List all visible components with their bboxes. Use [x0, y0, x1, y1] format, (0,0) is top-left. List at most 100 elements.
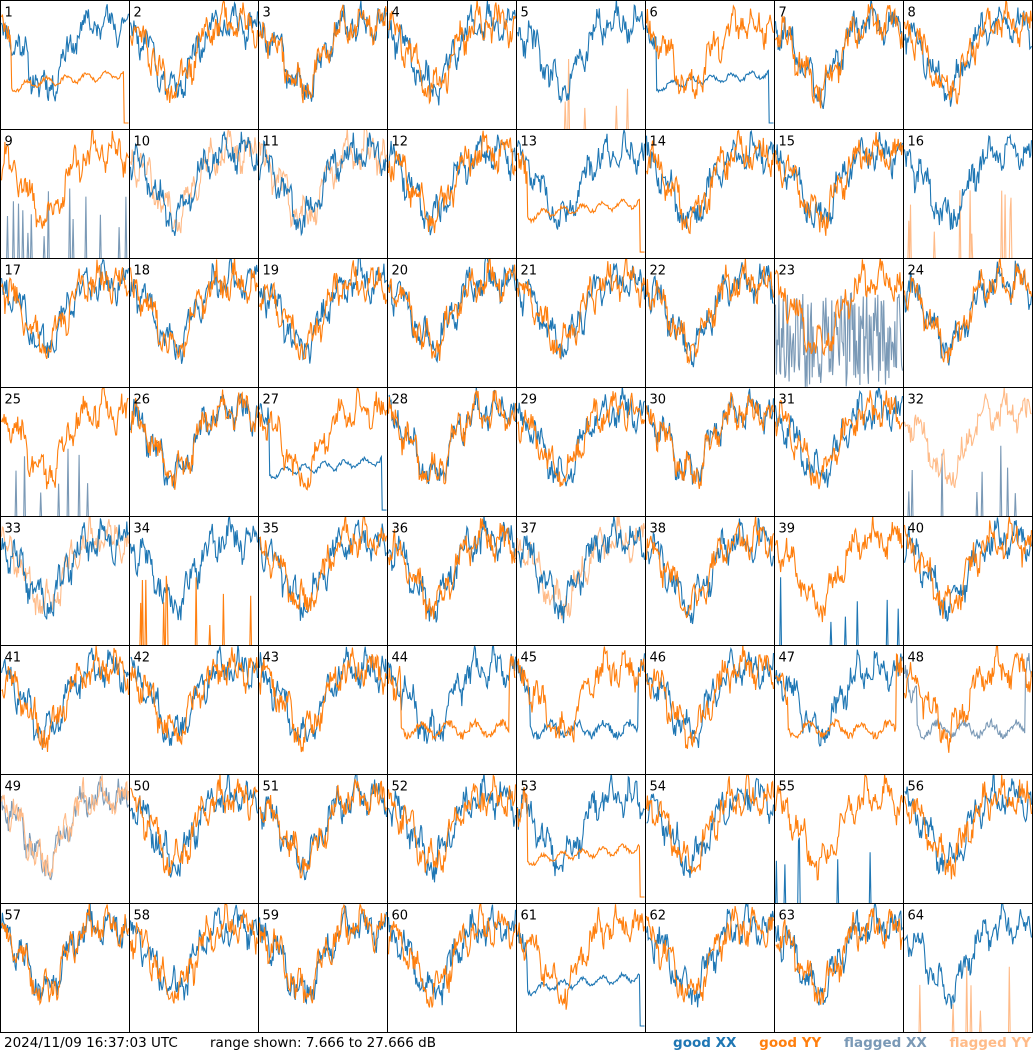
- panel-29-yy-line: [517, 391, 646, 487]
- panel-22-xx-line: [645, 262, 774, 368]
- panel-20: 20: [387, 258, 517, 388]
- panel-22-label: 22: [650, 264, 667, 279]
- panel-41-label: 41: [5, 651, 22, 666]
- panel-34-xx-line: [129, 516, 259, 621]
- panel-12: 12: [387, 129, 517, 259]
- panel-62-xx-line: [645, 903, 775, 1008]
- panel-53-yy-line: [516, 787, 645, 898]
- panel-59: 59: [258, 903, 388, 1033]
- panel-44-yy-line: [387, 655, 516, 741]
- panel-19-xx-line: [258, 258, 387, 364]
- panel-27-xx-line: [258, 402, 387, 511]
- panel-9-yy-line: [0, 129, 130, 229]
- panel-40-xx-line: [903, 517, 1033, 622]
- panel-38: 38: [645, 516, 775, 646]
- panel-9-label: 9: [5, 135, 13, 150]
- panel-57: 57: [0, 903, 130, 1033]
- panel-51-yy-line: [258, 779, 388, 879]
- panel-36-yy-line: [387, 518, 517, 620]
- panel-45-xx-line: [516, 653, 646, 741]
- panel-31-label: 31: [779, 393, 796, 408]
- panel-1: 1: [0, 0, 130, 130]
- panel-31: 31: [774, 387, 904, 517]
- panel-50-label: 50: [134, 780, 151, 795]
- legend-good-yy: good YY: [759, 1035, 822, 1051]
- panel-18-label: 18: [134, 264, 151, 279]
- panel-44-xx-line: [387, 645, 517, 744]
- panel-49-label: 49: [5, 780, 22, 795]
- panel-17-yy-line: [0, 259, 130, 360]
- panel-38-yy-line: [645, 516, 775, 619]
- panel-21-label: 21: [521, 264, 538, 279]
- panel-60: 60: [387, 903, 517, 1033]
- panel-2-xx-line: [129, 1, 259, 98]
- panel-43-label: 43: [263, 651, 280, 666]
- panel-8-yy-line: [903, 0, 1033, 105]
- panel-10-xx-line: [129, 131, 259, 236]
- panel-42-yy-line: [129, 647, 259, 746]
- panel-54-yy-line: [645, 774, 775, 875]
- panel-3-yy-line: [258, 4, 388, 104]
- panel-40-label: 40: [908, 522, 925, 537]
- panel-29: 29: [516, 387, 646, 517]
- panel-63: 63: [774, 903, 904, 1033]
- panel-32-xx-line: [907, 445, 1017, 517]
- panel-42-xx-line: [130, 645, 259, 746]
- panel-15-yy-line: [774, 132, 904, 236]
- panel-5: 5: [516, 0, 646, 130]
- panel-4-xx-line: [387, 0, 517, 106]
- panel-61-yy-line: [516, 904, 646, 1010]
- panel-35-yy-line: [259, 516, 388, 613]
- panel-50: 50: [129, 774, 259, 904]
- panel-1-xx-line: [0, 4, 130, 102]
- panel-45-yy-line: [516, 646, 646, 743]
- panel-64-label: 64: [908, 909, 925, 924]
- panel-23-xx-line: [774, 290, 904, 387]
- panel-16-label: 16: [908, 135, 925, 150]
- panel-49-yy-line: [0, 775, 130, 878]
- panel-10: 10: [129, 129, 259, 259]
- panel-10-label: 10: [134, 135, 151, 150]
- panel-16-yy-line: [907, 190, 1013, 259]
- panel-8-xx-line: [903, 6, 1032, 107]
- panel-58-label: 58: [134, 909, 151, 924]
- panel-30-yy-line: [645, 392, 775, 489]
- panel-53-label: 53: [521, 780, 538, 795]
- panel-3-xx-line: [258, 0, 388, 102]
- panel-5-yy-line: [563, 58, 629, 130]
- panel-47: 47: [774, 645, 904, 775]
- panel-58: 58: [129, 903, 259, 1033]
- panel-51-xx-line: [259, 774, 388, 881]
- panel-46-yy-line: [645, 645, 775, 749]
- panel-5-label: 5: [521, 6, 529, 21]
- panel-40-yy-line: [903, 516, 1033, 619]
- panel-43-xx-line: [258, 646, 388, 743]
- panel-6-frame: [645, 0, 775, 130]
- panel-44: 44: [387, 645, 517, 775]
- timestamp-label: 2024/11/09 16:37:03 UTC: [4, 1035, 178, 1051]
- panel-16: 16: [903, 129, 1033, 259]
- legend-flagged-xx: flagged XX: [844, 1035, 927, 1051]
- panel-64-yy-line: [918, 966, 1011, 1033]
- panel-13-label: 13: [521, 135, 538, 150]
- panel-38-xx-line: [646, 517, 775, 625]
- panel-3-label: 3: [263, 6, 271, 21]
- panel-34-yy-line: [139, 575, 253, 646]
- panel-58-xx-line: [129, 904, 259, 1001]
- panel-14-xx-line: [645, 129, 775, 229]
- panel-23-yy-line: [774, 258, 904, 357]
- panel-33-yy-line: [0, 516, 130, 616]
- panel-42-label: 42: [134, 651, 151, 666]
- panel-26-yy-line: [130, 389, 259, 490]
- panel-7: 7: [774, 0, 904, 130]
- panel-41-yy-line: [1, 645, 130, 753]
- panel-19: 19: [258, 258, 388, 388]
- panel-36-label: 36: [392, 522, 409, 537]
- range-label: range shown: 7.666 to 27.666 dB: [210, 1035, 436, 1051]
- panel-29-xx-line: [516, 387, 645, 487]
- panel-17: 17: [0, 258, 130, 388]
- panel-24-xx-line: [903, 260, 1033, 366]
- panel-14: 14: [645, 129, 775, 259]
- panel-38-label: 38: [650, 522, 667, 537]
- panel-12-label: 12: [392, 135, 409, 150]
